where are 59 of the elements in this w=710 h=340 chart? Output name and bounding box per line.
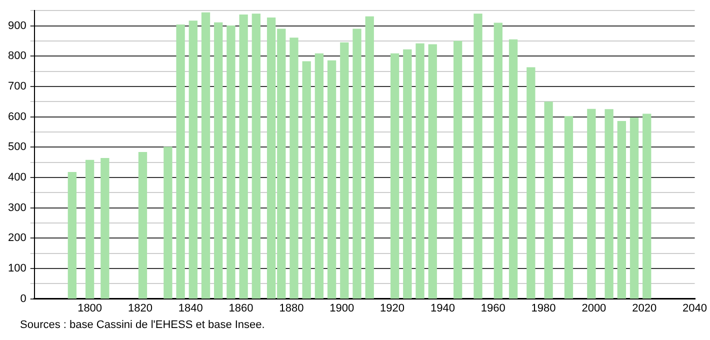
bar — [494, 22, 502, 299]
bar — [642, 114, 652, 299]
bar — [564, 116, 574, 299]
bar — [68, 172, 76, 299]
bar — [544, 102, 553, 299]
y-tick-label: 600 — [8, 110, 26, 123]
bar — [100, 158, 110, 299]
x-tick-label: 1900 — [330, 302, 354, 314]
bar — [201, 12, 210, 299]
bar — [630, 118, 639, 299]
bar — [340, 42, 349, 299]
x-tick-label: 1840 — [178, 302, 203, 314]
y-tick-label: 0 — [20, 292, 26, 305]
bar — [453, 40, 462, 299]
y-tick-label: 200 — [8, 232, 26, 244]
bar — [403, 49, 412, 299]
bar — [226, 25, 236, 299]
bar — [352, 28, 362, 299]
bar — [587, 108, 596, 299]
x-tick-label: 2000 — [582, 302, 606, 314]
x-tick-label: 2040 — [682, 302, 708, 314]
bar — [138, 152, 148, 299]
bar — [314, 53, 324, 299]
x-tick-label: 1880 — [279, 302, 304, 314]
x-tick-label: 1980 — [531, 302, 556, 314]
bar — [617, 121, 626, 299]
bar — [416, 43, 424, 299]
x-tick-label: 1800 — [78, 302, 102, 314]
x-tick-label: 1940 — [430, 302, 455, 314]
bar — [188, 20, 198, 299]
x-tick-label: 1860 — [228, 302, 254, 314]
x-tick-label: 1920 — [380, 302, 405, 314]
bar — [327, 60, 336, 299]
bar — [474, 14, 482, 299]
x-tick-label: 1960 — [480, 302, 506, 314]
y-tick-label: 500 — [8, 141, 26, 154]
bar — [252, 14, 260, 299]
y-tick-label: 400 — [8, 171, 26, 184]
source-note: Sources : base Cassini de l'EHESS et base Insee. — [20, 319, 265, 331]
bar — [604, 109, 614, 299]
bar — [176, 24, 185, 299]
x-tick-label: 2020 — [632, 302, 657, 314]
y-tick-label: 100 — [8, 262, 26, 274]
bar — [390, 53, 400, 299]
y-tick-label: 900 — [8, 20, 26, 32]
bar — [164, 146, 172, 299]
bar — [302, 61, 311, 299]
bar — [85, 160, 94, 299]
bar — [508, 39, 518, 299]
bar — [239, 14, 248, 299]
y-tick-label: 300 — [8, 202, 26, 214]
bar — [290, 38, 298, 299]
bar — [428, 44, 437, 299]
bar — [214, 22, 223, 299]
y-tick-label: 800 — [8, 50, 26, 62]
y-tick-label: 700 — [8, 80, 26, 92]
x-tick-label: 1820 — [128, 302, 152, 314]
bar — [365, 16, 374, 299]
bar — [526, 67, 536, 299]
